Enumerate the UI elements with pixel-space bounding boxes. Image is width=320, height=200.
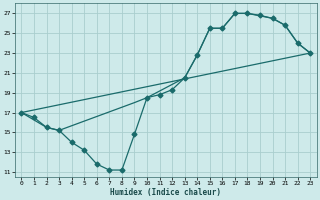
X-axis label: Humidex (Indice chaleur): Humidex (Indice chaleur) xyxy=(110,188,221,197)
